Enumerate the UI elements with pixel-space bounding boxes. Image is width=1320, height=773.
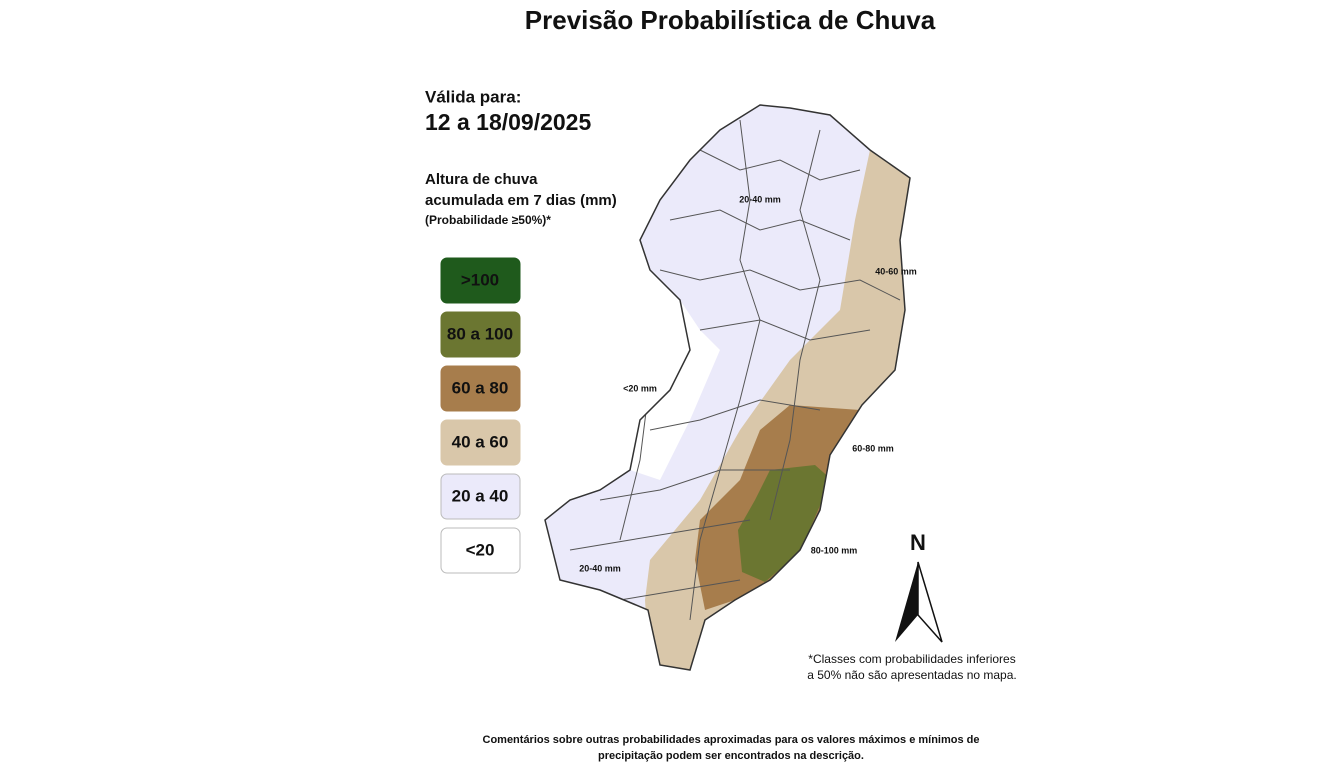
legend-swatch — [440, 473, 521, 520]
map-label: 20-40 mm — [579, 563, 621, 573]
legend-swatch — [440, 365, 521, 412]
legend-title: Altura de chuva — [425, 171, 538, 188]
legend-label: 40 a 60 — [452, 432, 509, 451]
legend-label: >100 — [461, 270, 499, 289]
map-labels: 20-40 mm 40-60 mm <20 mm 60-80 mm 80-100… — [579, 194, 917, 573]
footnote: *Classes com probabilidades inferiores — [808, 652, 1015, 666]
map-label: 60-80 mm — [852, 443, 894, 453]
legend: >100 80 a 100 60 a 80 40 a 60 20 a 40 <20 — [440, 257, 521, 574]
north-arrow — [917, 561, 943, 643]
map-label: 20-40 mm — [739, 194, 781, 204]
legend-label: <20 — [466, 540, 495, 559]
comment: precipitação podem ser encontrados na de… — [598, 750, 864, 762]
legend-swatch — [440, 419, 521, 466]
north-label: N — [910, 530, 926, 555]
legend-swatch — [440, 257, 521, 304]
legend-label: 60 a 80 — [452, 378, 509, 397]
legend-label: 20 a 40 — [452, 486, 509, 505]
north-arrow — [895, 562, 918, 642]
zone — [738, 465, 832, 582]
validity-label: Válida para: — [425, 87, 521, 106]
legend-title: acumulada em 7 dias (mm) — [425, 192, 617, 209]
validity-period: 12 a 18/09/2025 — [425, 109, 591, 135]
zone — [630, 300, 720, 480]
legend-swatch — [440, 527, 521, 574]
legend-swatch — [440, 311, 521, 358]
map — [545, 105, 910, 670]
footnote: a 50% não são apresentadas no mapa. — [807, 668, 1016, 682]
map-label: <20 mm — [623, 383, 657, 393]
comment: Comentários sobre outras probabilidades … — [483, 734, 980, 746]
legend-label: 80 a 100 — [447, 324, 513, 343]
map-label: 80-100 mm — [811, 545, 858, 555]
legend-subtitle: (Probabilidade ≥50%)* — [425, 213, 551, 227]
title: Previsão Probabilística de Chuva — [525, 5, 936, 35]
map-label: 40-60 mm — [875, 266, 917, 276]
municipal-borders — [569, 119, 901, 621]
